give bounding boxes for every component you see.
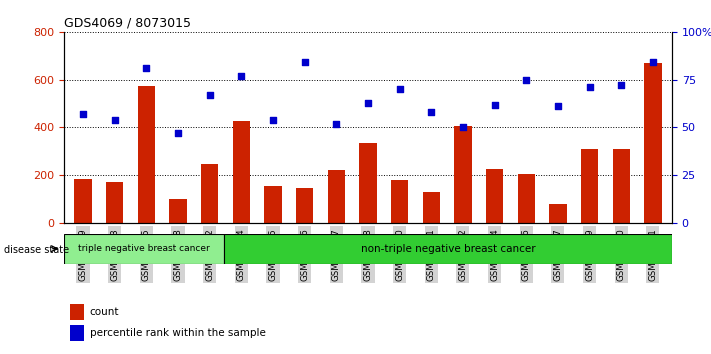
Point <box>267 117 279 122</box>
Text: non-triple negative breast cancer: non-triple negative breast cancer <box>360 244 535 254</box>
Bar <box>581 149 598 223</box>
Bar <box>518 174 535 223</box>
Text: disease state: disease state <box>4 245 69 255</box>
Point <box>77 111 89 117</box>
Bar <box>70 325 84 341</box>
Bar <box>549 204 567 223</box>
Bar <box>422 192 440 223</box>
Point <box>394 86 405 92</box>
Point <box>457 125 469 130</box>
Point <box>520 77 532 82</box>
Point <box>552 104 564 109</box>
Bar <box>613 149 630 223</box>
Point <box>172 130 183 136</box>
Point <box>331 121 342 126</box>
Bar <box>486 169 503 223</box>
Bar <box>64 234 224 264</box>
Point <box>584 85 595 90</box>
Point <box>141 65 152 71</box>
Point <box>647 59 658 65</box>
Bar <box>106 182 123 223</box>
Bar <box>454 126 471 223</box>
Point <box>204 92 215 98</box>
Bar <box>201 165 218 223</box>
Point <box>489 102 501 107</box>
Bar <box>328 171 345 223</box>
Point <box>235 73 247 79</box>
Bar <box>391 180 408 223</box>
Bar <box>224 234 672 264</box>
Bar <box>644 63 662 223</box>
Bar <box>296 188 314 223</box>
Bar <box>74 179 92 223</box>
Point <box>426 109 437 115</box>
Bar <box>70 304 84 320</box>
Bar <box>138 86 155 223</box>
Text: count: count <box>90 307 119 317</box>
Text: GDS4069 / 8073015: GDS4069 / 8073015 <box>64 16 191 29</box>
Bar <box>359 143 377 223</box>
Text: triple negative breast cancer: triple negative breast cancer <box>78 244 210 253</box>
Bar <box>232 121 250 223</box>
Point <box>362 100 374 105</box>
Bar <box>264 186 282 223</box>
Point <box>616 82 627 88</box>
Point <box>299 59 310 65</box>
Text: percentile rank within the sample: percentile rank within the sample <box>90 328 265 338</box>
Point <box>109 117 120 122</box>
Bar <box>169 199 187 223</box>
